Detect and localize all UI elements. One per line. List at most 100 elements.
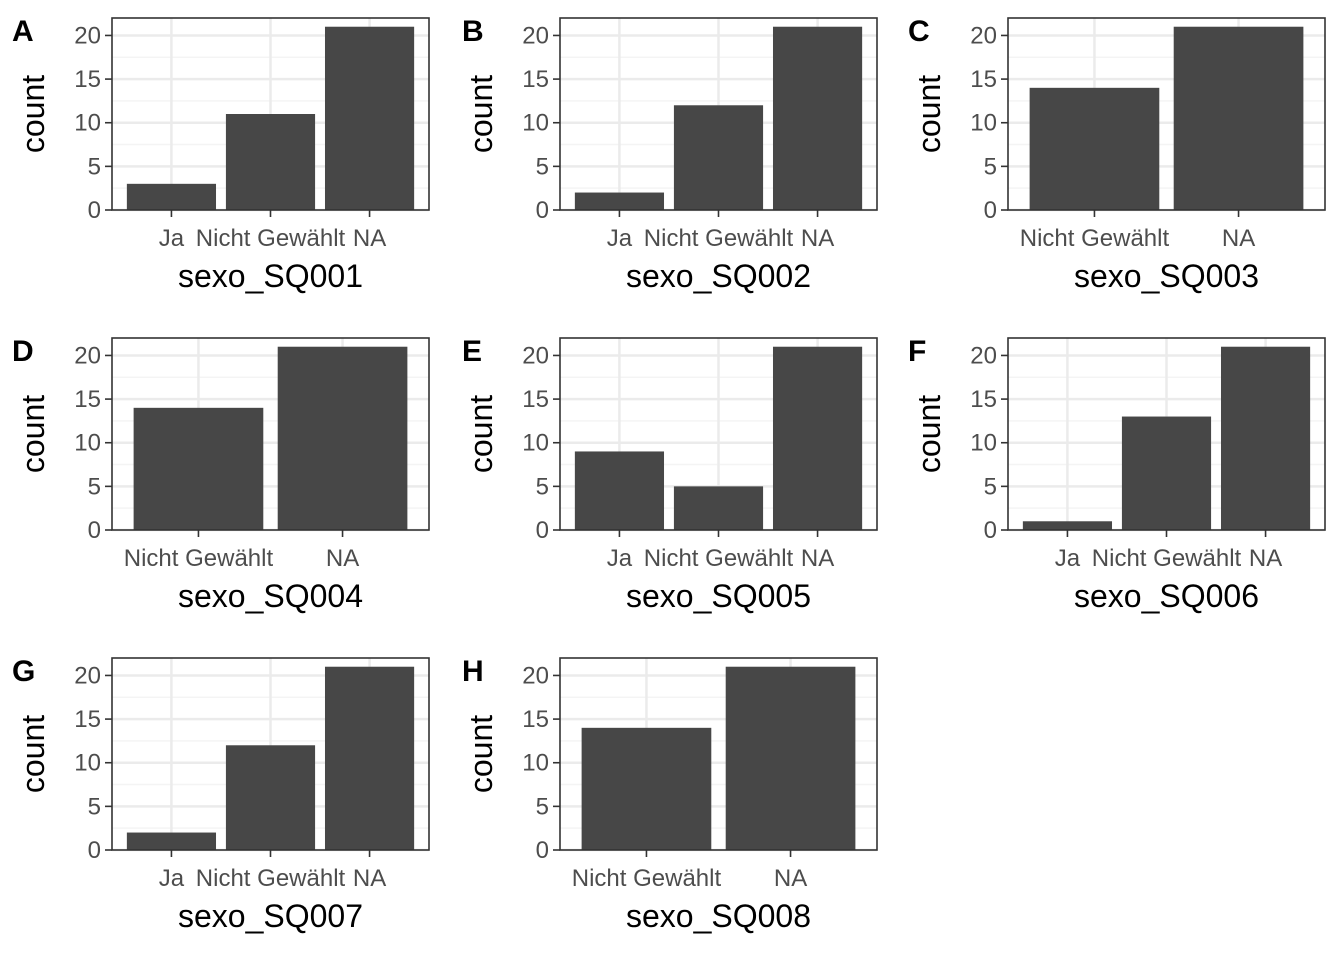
y-tick-label: 5 [984,473,997,500]
y-tick-label: 5 [88,473,101,500]
y-axis-title: count [15,395,51,473]
y-axis-title: count [911,395,947,473]
panel-tag: E [462,335,482,368]
y-tick-label: 20 [522,22,549,49]
x-axis-title: sexo_SQ003 [1074,258,1259,294]
bar-g-2 [225,745,316,850]
y-tick-label: 15 [970,66,997,93]
y-tick-label: 0 [984,197,997,224]
y-tick-label: 15 [970,386,997,413]
x-tick-label: Nicht Gewählt [124,545,274,572]
bar-f-3 [1220,346,1311,530]
panel-tag: G [12,655,35,688]
x-tick-label: NA [801,225,834,252]
x-axis-title: sexo_SQ001 [178,258,363,294]
y-tick-label: 20 [970,22,997,49]
y-tick-label: 15 [74,706,101,733]
x-axis-title: sexo_SQ007 [178,898,363,934]
y-tick-label: 15 [74,66,101,93]
y-tick-label: 20 [74,662,101,689]
x-axis-title: sexo_SQ005 [626,578,811,614]
bar-c-2 [1173,26,1304,211]
bar-e-1 [574,451,665,530]
bar-g-1 [126,832,217,850]
y-tick-label: 20 [74,342,101,369]
x-axis-title: sexo_SQ004 [178,578,363,614]
panel-tag: H [462,655,484,688]
bar-f-1 [1022,521,1113,530]
bar-d-2 [277,346,408,530]
x-tick-label: Ja [1055,545,1081,572]
bar-b-1 [574,192,665,210]
y-axis-title: count [15,715,51,793]
x-tick-label: Ja [607,545,633,572]
bar-b-3 [772,26,863,211]
y-tick-label: 20 [522,662,549,689]
x-tick-label: NA [353,865,386,892]
y-tick-label: 0 [536,517,549,544]
y-tick-label: 10 [74,430,101,457]
bar-d-1 [133,407,264,530]
panel-tag: F [908,335,926,368]
bar-b-2 [673,105,764,210]
y-tick-label: 15 [522,706,549,733]
bar-f-2 [1121,416,1212,530]
bar-g-3 [324,666,415,850]
bar-a-1 [126,183,217,210]
x-axis-title: sexo_SQ008 [626,898,811,934]
bar-a-3 [324,26,415,211]
y-tick-label: 10 [522,110,549,137]
y-tick-label: 5 [984,153,997,180]
x-tick-label: NA [1249,545,1282,572]
y-axis-title: count [463,395,499,473]
plot-border [111,337,430,531]
bar-e-3 [772,346,863,530]
panel-tag: A [12,15,34,48]
x-tick-label: Nicht Gewählt [644,225,794,252]
panel-tag: B [462,15,484,48]
x-axis-title: sexo_SQ006 [1074,578,1259,614]
y-tick-label: 10 [74,110,101,137]
y-tick-label: 0 [536,837,549,864]
y-tick-label: 10 [970,110,997,137]
bar-h-2 [725,666,856,850]
y-axis-title: count [463,75,499,153]
x-tick-label: NA [801,545,834,572]
y-axis-title: count [911,75,947,153]
y-tick-label: 0 [88,197,101,224]
y-tick-label: 5 [88,793,101,820]
x-tick-label: Nicht Gewählt [1020,225,1170,252]
y-tick-label: 10 [74,750,101,777]
x-tick-label: Nicht Gewählt [196,225,346,252]
plot-border [1007,17,1326,211]
y-tick-label: 20 [74,22,101,49]
x-tick-label: Nicht Gewählt [196,865,346,892]
x-axis-title: sexo_SQ002 [626,258,811,294]
x-tick-label: Ja [607,225,633,252]
x-tick-label: NA [1222,225,1255,252]
y-tick-label: 5 [536,153,549,180]
bar-e-2 [673,486,764,530]
x-tick-label: Ja [159,865,185,892]
bar-a-2 [225,114,316,210]
plot-border [559,657,878,851]
x-tick-label: NA [774,865,807,892]
y-tick-label: 10 [522,750,549,777]
y-tick-label: 0 [984,517,997,544]
x-tick-label: Nicht Gewählt [1092,545,1242,572]
y-tick-label: 10 [970,430,997,457]
panel-tag: D [12,335,34,368]
y-tick-label: 5 [88,153,101,180]
y-tick-label: 15 [522,66,549,93]
y-tick-label: 5 [536,473,549,500]
y-tick-label: 20 [522,342,549,369]
y-tick-label: 10 [522,430,549,457]
y-tick-label: 0 [88,837,101,864]
bar-c-1 [1029,87,1160,210]
y-tick-label: 5 [536,793,549,820]
y-tick-label: 0 [536,197,549,224]
y-tick-label: 15 [522,386,549,413]
bar-h-1 [581,727,712,850]
x-tick-label: NA [353,225,386,252]
